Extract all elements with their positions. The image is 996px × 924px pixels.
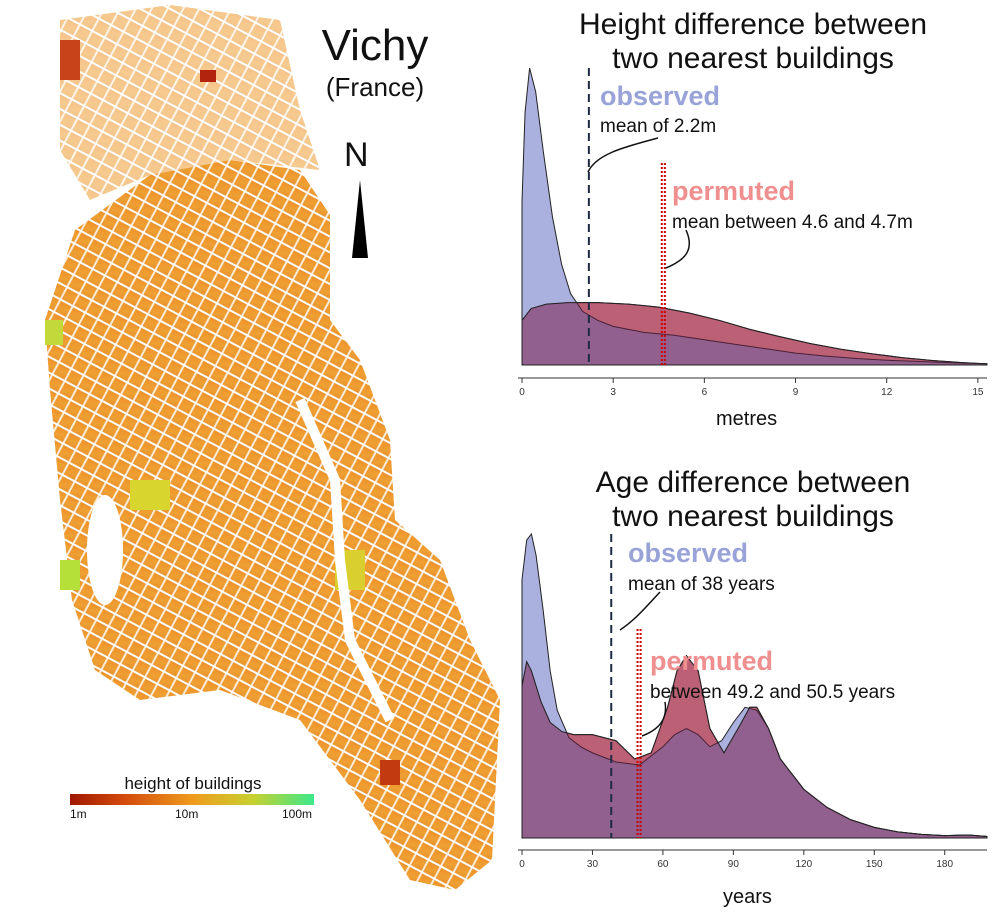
red-block [380,760,400,785]
legend-tick: 10m [175,807,199,821]
x-tick-label: 0 [519,387,525,398]
green-block [45,320,63,345]
permuted-mean-text: between 49.2 and 50.5 years [650,682,895,703]
x-tick-label: 150 [866,859,883,870]
permuted-mean-text: mean between 4.6 and 4.7m [672,212,913,233]
park [87,495,123,605]
density-area-observed [521,67,988,366]
permuted-label: permuted [672,176,795,206]
observed-mean-text: mean of 2.2m [600,116,716,137]
x-tick-label: 180 [936,859,953,870]
map-title: Vichy [321,21,429,70]
x-axis-label: metres [716,408,778,430]
green-block [60,560,80,590]
legend-colorbar [70,794,314,805]
city-map [45,5,500,890]
observed-arrow-icon [587,137,659,173]
observed-label: observed [600,81,720,111]
city-map-panel: Vichy (France) N height of buildings 1m … [0,0,500,919]
x-tick-label: 15 [972,387,984,398]
permuted-arrow-icon [641,701,667,737]
legend-tick: 1m [70,807,87,821]
chart-title-line: Height difference between [578,8,928,41]
red-block [60,40,80,80]
north-label: N [344,136,369,174]
x-tick-label: 90 [728,859,740,870]
map-subtitle: (France) [325,72,425,102]
x-tick-label: 30 [587,859,599,870]
chart-title-line: two nearest buildings [612,500,894,533]
legend-title: height of buildings [124,774,262,793]
green-block [130,480,170,510]
x-tick-label: 120 [795,859,812,870]
x-tick-label: 9 [793,387,799,398]
permuted-arrow-icon [665,229,691,269]
chart-title: Height difference between two nearest bu… [518,8,988,76]
x-tick-label: 12 [881,387,893,398]
chart-title: Age difference between two nearest build… [518,466,988,534]
observed-mean-text: mean of 38 years [628,574,775,595]
permuted-label: permuted [650,646,773,676]
x-tick-label: 6 [702,387,708,398]
north-arrow-icon [352,180,368,258]
x-tick-label: 3 [610,387,616,398]
red-block [200,70,216,82]
x-tick-label: 0 [519,859,525,870]
x-tick-label: 60 [657,859,669,870]
chart-title-line: two nearest buildings [612,42,894,75]
observed-label: observed [628,538,748,568]
river [295,397,395,723]
north-district [60,5,320,200]
density-overlap-permuted [521,654,988,839]
density-overlap-permuted [521,302,988,366]
x-axis-label: years [723,886,772,908]
observed-arrow-icon [619,591,661,631]
legend-tick: 100m [282,807,313,821]
age-density-chart: 0 30 60 90 120 150 180 observed mean of 38 years… [518,532,988,870]
height-density-chart: 0 3 6 9 12 15 observed mean of 2.2m permuted mean… [518,67,988,398]
chart-title-line: Age difference between [595,466,911,499]
